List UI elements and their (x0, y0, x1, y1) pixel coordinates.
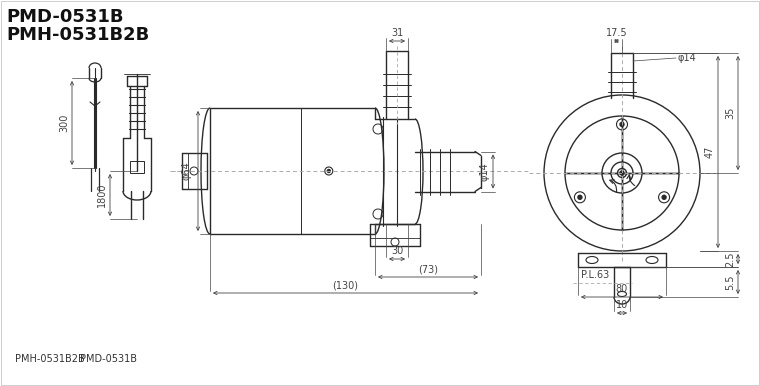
Bar (130, 161, 144, 173)
Text: P.L.63: P.L.63 (581, 270, 609, 280)
Text: 35: 35 (725, 107, 735, 119)
Circle shape (617, 169, 626, 178)
Circle shape (620, 122, 624, 126)
Text: PMD-0531B: PMD-0531B (80, 354, 137, 364)
Text: φ64: φ64 (181, 162, 191, 180)
Text: φ14: φ14 (678, 53, 697, 63)
Circle shape (578, 195, 582, 199)
Text: 30: 30 (391, 246, 403, 256)
Circle shape (328, 169, 331, 173)
Circle shape (620, 171, 624, 175)
Text: (73): (73) (418, 264, 438, 274)
Text: 1800: 1800 (97, 183, 107, 207)
Text: φ14: φ14 (480, 162, 490, 181)
Text: 17.5: 17.5 (606, 28, 627, 38)
Text: (130): (130) (333, 280, 359, 290)
Text: PMD-0531B: PMD-0531B (6, 8, 123, 26)
Text: PMH-0531B2B: PMH-0531B2B (15, 354, 85, 364)
Text: 300: 300 (59, 114, 69, 132)
Text: 5.5: 5.5 (725, 274, 735, 290)
Circle shape (662, 195, 666, 199)
Text: PMH-0531B2B: PMH-0531B2B (6, 26, 149, 44)
Text: 2.5: 2.5 (725, 251, 735, 267)
Text: 31: 31 (391, 28, 403, 38)
Text: 80: 80 (616, 284, 628, 294)
Text: 47: 47 (705, 146, 715, 158)
Text: 10: 10 (616, 300, 628, 310)
